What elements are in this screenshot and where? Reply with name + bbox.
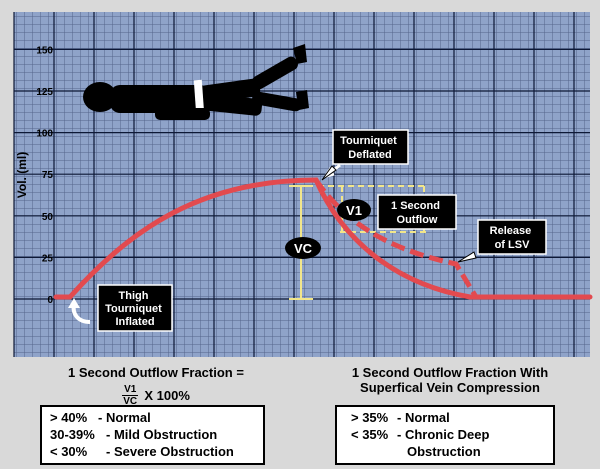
y-tick-label: 75 xyxy=(42,170,54,181)
criteria-label: - Severe Obstruction xyxy=(106,444,234,459)
y-axis-label: Vol. (ml) xyxy=(15,152,29,198)
formula-fraction: V1 VC X 100% xyxy=(122,384,190,407)
left-criteria-box: > 40% - Normal 30-39% - Mild Obstruction… xyxy=(40,405,265,465)
svg-text:Release of LSV: Release of LSV xyxy=(490,225,535,251)
fraction-denominator: VC xyxy=(123,396,138,407)
right-formula-title-line1: 1 Second Outflow Fraction With xyxy=(351,365,549,380)
y-axis-ticks: 0 25 50 75 100 125 150 xyxy=(36,45,53,306)
right-criteria-row: < 35% - Chronic Deep xyxy=(351,427,489,442)
criteria-range: 30-39% xyxy=(50,427,95,442)
svg-text:1 Second Outflow: 1 Second Outflow xyxy=(391,200,443,226)
left-formula-title: 1 Second Outflow Fraction = xyxy=(68,365,244,380)
thigh-tourniquet-callout: Thigh Tourniquet Inflated xyxy=(68,284,173,332)
criteria-label: - Normal xyxy=(98,410,151,425)
fraction-numerator: V1 xyxy=(122,384,139,396)
y-tick-label: 100 xyxy=(36,129,53,140)
svg-text:Thigh Tourniquet: Thigh Tourniquet Inflated xyxy=(105,290,165,328)
criteria-section: 1 Second Outflow Fraction = V1 VC X 100%… xyxy=(0,357,600,469)
right-criteria-box: > 35% - Normal < 35% - Chronic Deep Obst… xyxy=(335,405,555,465)
right-criteria-row: Obstruction xyxy=(407,444,481,459)
y-tick-label: 50 xyxy=(42,212,54,223)
fraction-suffix: X 100% xyxy=(144,388,190,403)
vc-label: VC xyxy=(285,237,321,259)
criteria-label: - Mild Obstruction xyxy=(106,427,218,442)
plethysmography-diagram: 0 25 50 75 100 125 150 Vol. (ml) xyxy=(13,12,593,357)
left-formula: 1 Second Outflow Fraction = V1 VC X 100% xyxy=(36,365,276,407)
left-criteria-row: > 40% - Normal xyxy=(50,410,151,425)
right-criteria-row: > 35% - Normal xyxy=(351,410,450,425)
release-lsv-callout: Release of LSV xyxy=(457,219,547,263)
svg-text:V1: V1 xyxy=(346,203,362,218)
criteria-range: > 35% xyxy=(351,410,389,425)
criteria-label: - Chronic Deep xyxy=(397,427,490,442)
svg-text:VC: VC xyxy=(294,241,313,256)
right-formula-title-line2: Superfical Vein Compression xyxy=(360,380,540,395)
criteria-label: - Normal xyxy=(397,410,450,425)
y-tick-label: 25 xyxy=(42,253,54,264)
left-criteria-row: < 30% - Severe Obstruction xyxy=(50,444,234,459)
fraction: V1 VC xyxy=(122,384,139,407)
criteria-range: < 30% xyxy=(50,444,88,459)
one-second-outflow-callout: 1 Second Outflow xyxy=(377,194,457,230)
tourniquet-deflated-callout: Tourniquet Deflated xyxy=(321,129,409,181)
y-tick-label: 125 xyxy=(36,87,53,98)
svg-text:Tourniquet Deflated: Tourniquet Deflated xyxy=(340,135,400,161)
supine-patient-silhouette xyxy=(83,44,309,120)
criteria-label: Obstruction xyxy=(407,444,481,459)
right-formula: 1 Second Outflow Fraction With Superfica… xyxy=(320,365,580,395)
left-criteria-row: 30-39% - Mild Obstruction xyxy=(50,427,217,442)
outflow-curve-compressed xyxy=(313,178,479,299)
v1-label: V1 xyxy=(337,199,371,221)
criteria-range: < 35% xyxy=(351,427,389,442)
criteria-range: > 40% xyxy=(50,410,88,425)
outflow-curve-main xyxy=(53,177,593,300)
y-tick-label: 0 xyxy=(47,295,53,306)
y-tick-label: 150 xyxy=(36,45,53,56)
